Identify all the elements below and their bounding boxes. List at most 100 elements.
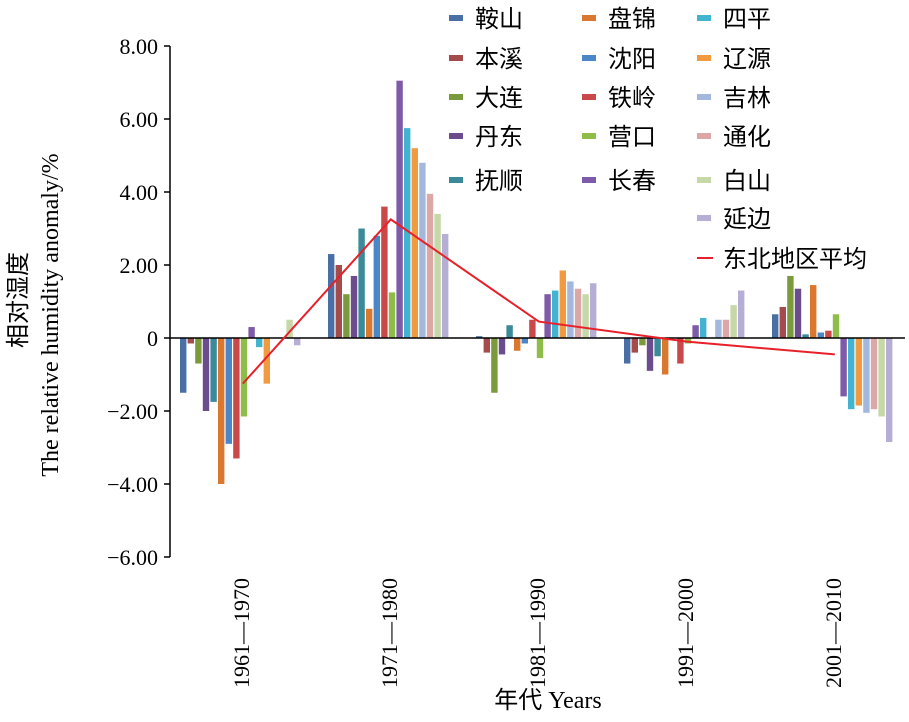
bar [848,338,855,410]
bar [722,319,730,338]
legend-label: 大连 [475,85,523,112]
x-tick-label: 2001—2010 [821,578,846,688]
legend-swatch [449,15,463,21]
legend-label: 本溪 [475,46,523,73]
legend-label: 长春 [608,168,656,195]
bar [692,325,699,338]
y-tick-label: −2.00 [107,399,158,424]
bar [328,254,335,338]
legend-swatch [582,177,596,183]
bars-layer [180,80,893,484]
average-line-layer [242,218,835,385]
legend-swatch [449,94,463,100]
bar [574,288,582,338]
bar [350,275,358,338]
bar [491,338,498,393]
legend-swatch [449,133,463,139]
x-tick-label: 1991—2000 [673,578,698,688]
bar [396,80,403,339]
y-tick-label: −6.00 [107,545,158,570]
bar [700,317,707,338]
bar [373,235,380,338]
bar [434,213,441,338]
y-tick-label: −4.00 [107,472,158,497]
bar [536,338,544,359]
bar [684,338,692,344]
bar [646,338,654,371]
bar [343,294,350,338]
bar [582,294,589,338]
bar [715,319,722,338]
bar [498,338,506,355]
legend-swatch [449,55,463,61]
x-tick-label: 1961—1970 [229,578,254,688]
axes-layer: 8.00 6.00 4.00 2.00 0 −2.00 −4.00 −6.00 1961—197… [107,34,905,688]
bar [381,206,388,338]
bar [187,338,194,344]
legend-label: 丹东 [475,124,523,151]
legend-label: 营口 [608,124,656,151]
y-tick-label: 2.00 [120,253,159,278]
bar [863,338,870,413]
bar [202,338,210,411]
legend-label: 鞍山 [475,6,523,33]
bar [855,338,862,406]
bar [730,305,737,338]
legend-label: 辽源 [723,46,771,73]
bar [886,338,893,443]
bar [506,325,513,338]
bar [802,334,809,338]
bar [878,338,885,417]
bar [263,338,270,384]
bar [483,338,490,353]
legend-swatch [449,177,463,183]
bar [180,338,187,393]
bar [772,314,779,338]
y-axis-title-cn: 相对湿度 [5,252,32,348]
x-tick-label: 1971—1980 [377,578,402,688]
bar [286,319,293,338]
legend-label: 吉林 [723,85,771,112]
bar [787,275,794,338]
average-line [242,218,835,385]
bar [779,306,786,338]
bar [225,338,232,444]
bar [335,265,342,338]
y-tick-label: 6.00 [120,107,159,132]
bar [218,338,225,484]
bar [419,162,426,338]
y-tick-label: 8.00 [120,34,159,59]
legend-label: 沈阳 [608,46,656,73]
bar [442,233,449,338]
bar [521,338,528,344]
bar [654,338,661,357]
legend-swatch [697,177,711,183]
bar [426,193,434,338]
y-tick-label: 0 [147,326,158,351]
legend-swatch [697,94,711,100]
bar [870,338,878,410]
legend-label: 东北地区平均 [723,246,867,273]
bar [624,338,631,364]
legend-swatch [697,215,711,221]
legend-swatch [582,133,596,139]
bar [567,281,574,338]
bar [233,338,240,459]
bar [590,283,597,338]
bar [404,128,411,338]
bar [256,338,263,348]
bar [240,338,248,417]
bar [840,338,847,397]
bar [210,338,217,402]
bar [544,294,551,338]
legend-label: 白山 [723,168,771,195]
legend-swatch [697,15,711,21]
x-tick-label: 1981—1990 [525,578,550,688]
bar [794,288,802,338]
bar [639,338,646,346]
bar [825,330,832,338]
legend-swatch [582,15,596,21]
bar [529,319,536,338]
